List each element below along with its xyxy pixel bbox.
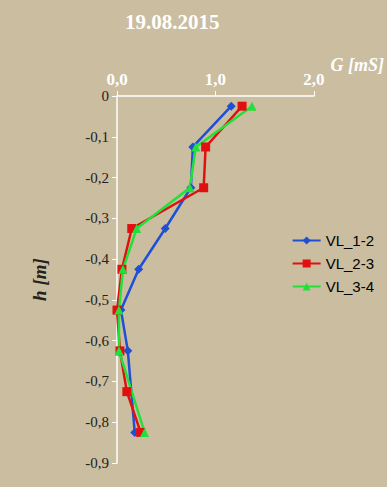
svg-text:-0,7: -0,7	[85, 373, 109, 389]
svg-text:-0,6: -0,6	[85, 333, 109, 349]
svg-text:VL_1-2: VL_1-2	[326, 232, 374, 249]
svg-text:-0,4: -0,4	[85, 251, 109, 267]
svg-text:VL_3-4: VL_3-4	[326, 278, 374, 295]
svg-text:h [m]: h [m]	[29, 258, 50, 301]
svg-text:-0,2: -0,2	[85, 170, 109, 186]
svg-text:0: 0	[102, 88, 110, 104]
svg-text:2,0: 2,0	[303, 70, 324, 89]
svg-text:VL_2-3: VL_2-3	[326, 255, 374, 272]
svg-text:G [mS]: G [mS]	[331, 55, 385, 75]
svg-text:-0,3: -0,3	[85, 210, 109, 226]
svg-text:-0,5: -0,5	[85, 292, 109, 308]
svg-text:-0,8: -0,8	[85, 414, 109, 430]
svg-text:-0,1: -0,1	[85, 129, 109, 145]
svg-text:19.08.2015: 19.08.2015	[125, 10, 220, 34]
svg-text:0,0: 0,0	[106, 70, 127, 89]
svg-text:1,0: 1,0	[205, 70, 226, 89]
svg-text:-0,9: -0,9	[85, 455, 109, 471]
